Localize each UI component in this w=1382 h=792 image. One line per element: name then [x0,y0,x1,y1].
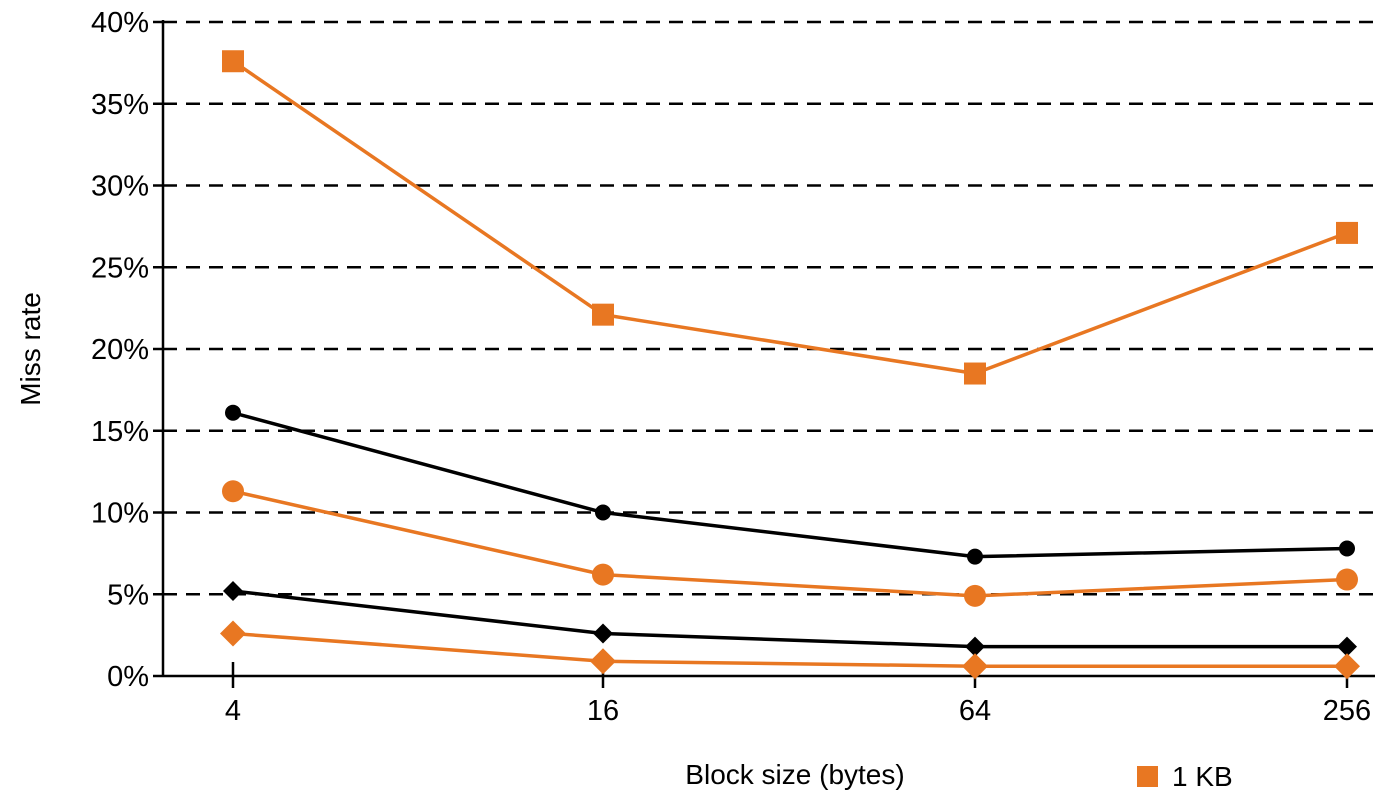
data-point-diamond [223,580,243,601]
data-point-square [1336,221,1358,244]
data-point-square [592,303,614,326]
data-point-circle [595,504,611,521]
legend-label: 1 KB [1172,761,1233,792]
series-2 [225,404,1355,565]
data-point-diamond [962,653,988,680]
y-tick-label: 15% [91,416,149,448]
axes [153,20,1375,688]
legend: 1 KB [1137,761,1233,792]
series-line [232,411,1348,559]
data-point-circle [222,480,244,503]
data-point-circle [225,404,241,421]
series-4 [223,580,1357,657]
data-point-diamond [965,636,985,657]
y-tick-label: 0% [107,661,149,693]
series-line [232,489,1348,598]
data-point-diamond [220,620,246,647]
y-tick-label: 5% [107,579,149,611]
y-axis-title: Miss rate [15,292,46,406]
series-5 [220,620,1360,680]
data-point-diamond [590,648,616,675]
data-point-diamond [1334,653,1360,680]
data-point-diamond [593,623,613,644]
y-tick-label: 10% [91,498,149,530]
series-line [232,589,1347,649]
series-3 [222,480,1358,607]
x-tick-label: 4 [225,695,241,727]
x-axis-title: Block size (bytes) [685,759,904,790]
x-tick-label: 16 [587,695,619,727]
data-point-circle [1339,540,1355,557]
series-1 [222,50,1358,385]
series-group [220,50,1360,680]
data-point-circle [1336,568,1358,591]
y-tick-label: 40% [91,7,149,39]
y-tick-label: 30% [91,171,149,203]
y-tick-label: 25% [91,252,149,284]
x-tick-labels: 4 16 64 256 [225,695,1371,727]
y-tick-label: 35% [91,89,149,121]
x-tick-label: 256 [1323,695,1371,727]
y-tick-label: 20% [91,334,149,366]
series-line [232,631,1347,668]
data-point-square [222,50,244,73]
legend-swatch-square [1137,766,1158,787]
grid-lines [163,20,1375,596]
data-point-circle [592,563,614,586]
series-line [232,59,1348,376]
data-point-square [964,362,986,385]
data-point-circle [964,584,986,607]
x-tick-label: 64 [959,695,991,727]
data-point-diamond [1337,636,1357,657]
data-point-circle [967,548,983,565]
y-tick-labels: 0% 5% 10% 15% 20% 25% 30% 35% 40% [91,7,149,693]
